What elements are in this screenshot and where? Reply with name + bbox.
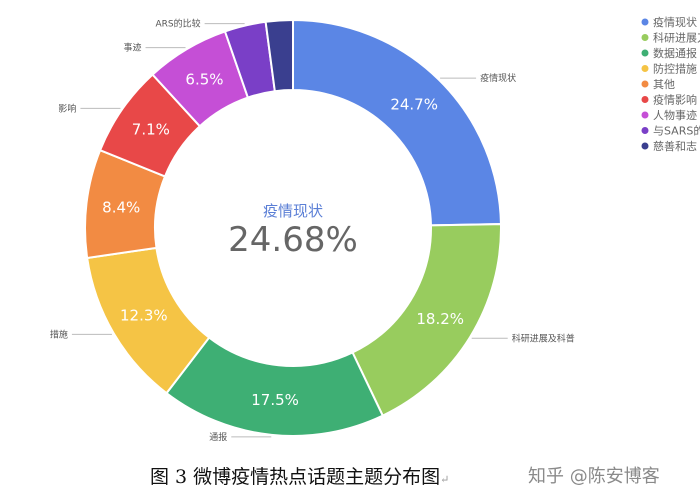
legend-label-6: 疫情影响 (653, 93, 697, 107)
legend-swatch-6 (641, 96, 649, 103)
slice-9 (264, 18, 294, 93)
slice-value-labels: 24.7% 18.2% 17.5% 12.3% 8.4% 7.1% 6.5% (102, 70, 464, 409)
figure-caption-text: 图 3 微博疫情热点话题主题分布图 (150, 466, 441, 488)
legend-swatch-9 (641, 142, 649, 150)
center-category-label: 疫情现状 (263, 202, 323, 220)
slice-value-label-4: 12.3% (120, 307, 168, 325)
legend-swatch-4 (641, 65, 649, 72)
legend-label-8: 与SARS的 (653, 124, 700, 138)
slice-value-label-2: 18.2% (416, 310, 464, 328)
slice-value-label-7: 6.5% (185, 70, 223, 88)
legend-label-1: 疫情现状 (653, 15, 697, 29)
outer-label-8: ARS的比较 (155, 18, 200, 30)
legend-label-9: 慈善和志 (653, 139, 697, 153)
outer-label-4: 措施 (50, 328, 68, 340)
legend-swatch-2 (641, 34, 649, 41)
slice-value-label-6: 7.1% (132, 120, 170, 138)
zhihu-watermark: 知乎 @陈安博客 (528, 466, 660, 487)
slice-value-label-5: 8.4% (102, 198, 140, 216)
legend-label-7: 人物事迹 (653, 108, 697, 122)
outer-label-7: 事迹 (124, 42, 142, 54)
figure-caption: 图 3 微博疫情热点话题主题分布图↵ (150, 462, 449, 489)
legend-label-4: 防控措施 (653, 62, 697, 76)
legend-swatch-5 (641, 80, 649, 88)
legend-label-5: 其他 (653, 78, 675, 91)
legend-label-2: 科研进展刀 (653, 31, 700, 45)
center-percent-value: 24.68% (228, 220, 358, 260)
outer-label-2: 科研进展及科普 (512, 332, 575, 344)
legend: 疫情现状科研进展刀数据通报防控措施其他疫情影响人物事迹与SARS的慈善和志 (641, 15, 700, 153)
legend-swatch-1 (641, 18, 649, 26)
outer-label-3: 通报 (209, 431, 227, 443)
legend-label-3: 数据通报 (653, 46, 697, 60)
legend-swatch-3 (641, 49, 649, 57)
slice-1 (292, 18, 502, 227)
legend-swatch-7 (641, 111, 649, 119)
leader-lines (71, 23, 508, 438)
legend-swatch-8 (641, 127, 649, 134)
outer-label-6: 影响 (58, 102, 76, 114)
slice-value-label-1: 24.7% (390, 96, 438, 114)
donut-slices (84, 18, 502, 437)
paragraph-mark: ↵ (440, 473, 450, 486)
outer-label-1: 疫情现状 (480, 72, 516, 84)
slice-value-label-3: 17.5% (251, 391, 299, 409)
